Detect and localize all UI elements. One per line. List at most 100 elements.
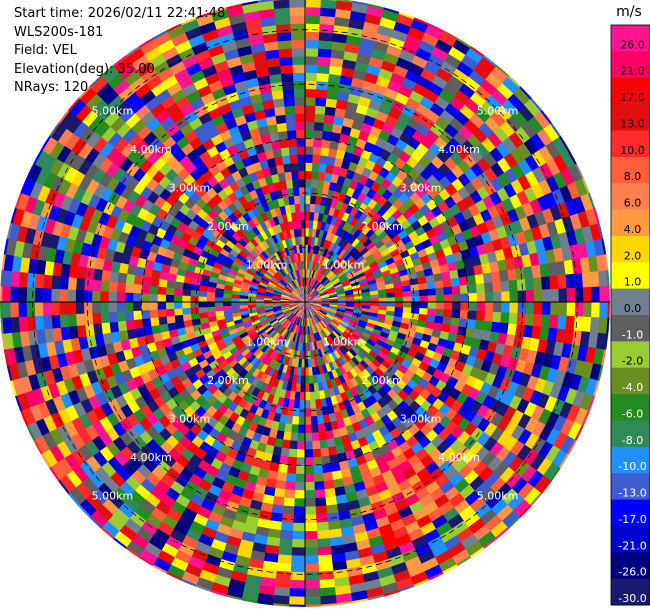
colorbar-tick-label: 1.0 [624, 276, 642, 289]
velocity-gate [355, 255, 366, 264]
velocity-gate [379, 16, 398, 30]
velocity-gate [579, 393, 594, 412]
velocity-gate [326, 512, 340, 523]
velocity-gate [517, 302, 527, 315]
velocity-gate [314, 489, 326, 499]
velocity-gate [359, 316, 369, 323]
velocity-gate [412, 82, 429, 97]
velocity-gate [451, 285, 461, 295]
velocity-gate [294, 96, 306, 106]
velocity-gate [370, 305, 380, 310]
velocity-gate [533, 377, 547, 395]
velocity-gate [276, 379, 284, 390]
velocity-gate [423, 60, 442, 76]
velocity-gate [355, 539, 371, 551]
velocity-gate [513, 87, 532, 106]
velocity-gate [496, 187, 511, 203]
velocity-gate [383, 52, 400, 66]
velocity-gate [523, 325, 534, 339]
velocity-gate [516, 313, 527, 326]
velocity-gate [291, 39, 306, 49]
velocity-gate [285, 472, 296, 483]
velocity-gate [514, 460, 531, 479]
velocity-gate [317, 348, 323, 358]
velocity-gate [417, 319, 427, 329]
velocity-gate [325, 283, 334, 290]
velocity-gate [348, 235, 358, 245]
velocity-gate [437, 256, 448, 267]
velocity-gate [256, 361, 265, 372]
velocity-gate [183, 480, 199, 494]
velocity-gate [316, 374, 323, 384]
velocity-gate [380, 531, 397, 545]
velocity-gate [335, 257, 344, 266]
velocity-gate [371, 346, 381, 356]
velocity-gate [406, 473, 422, 488]
velocity-gate [75, 301, 85, 314]
velocity-gate [480, 451, 497, 468]
velocity-gate [451, 520, 469, 537]
velocity-gate [188, 473, 203, 487]
velocity-gate [393, 472, 408, 486]
velocity-gate [189, 295, 199, 302]
velocity-gate [327, 446, 338, 457]
velocity-gate [542, 353, 554, 369]
velocity-gate [373, 324, 384, 332]
velocity-gate [444, 53, 463, 70]
velocity-gate [344, 361, 354, 372]
velocity-gate [426, 314, 436, 324]
velocity-gate [557, 274, 568, 290]
velocity-gate [435, 521, 453, 537]
velocity-gate [293, 506, 305, 516]
range-ring-label: 4.00km [438, 143, 480, 156]
velocity-gate [476, 243, 488, 257]
velocity-gate [311, 253, 316, 262]
velocity-gate [320, 455, 331, 466]
velocity-gate [305, 23, 321, 33]
velocity-gate [529, 252, 541, 267]
velocity-gate [305, 293, 309, 302]
velocity-gate [290, 315, 297, 323]
velocity-gate [355, 454, 367, 467]
velocity-gate [369, 286, 379, 292]
velocity-gate [300, 375, 305, 385]
velocity-gate [370, 298, 380, 303]
velocity-gate [91, 290, 101, 302]
velocity-gate [341, 279, 351, 286]
velocity-gate [343, 253, 352, 262]
velocity-gate [476, 404, 490, 419]
velocity-gate [320, 398, 328, 408]
velocity-gate [266, 327, 275, 336]
velocity-gate [344, 42, 361, 54]
velocity-gate [482, 195, 496, 210]
velocity-gate [322, 318, 330, 326]
range-ring-label: 3.00km [169, 413, 211, 426]
velocity-gate [468, 302, 478, 312]
velocity-gate [298, 302, 305, 308]
velocity-gate [524, 417, 539, 435]
velocity-gate [353, 531, 369, 543]
velocity-gate [418, 494, 435, 509]
velocity-gate [331, 319, 340, 327]
velocity-gate [443, 466, 459, 482]
velocity-gate [266, 393, 275, 404]
velocity-gate [483, 422, 498, 438]
velocity-gate [354, 269, 364, 277]
velocity-gate [518, 348, 530, 363]
velocity-gate [351, 356, 361, 367]
velocity-gate [354, 354, 364, 364]
velocity-gate [505, 115, 523, 133]
velocity-gate [325, 504, 339, 515]
velocity-gate [295, 121, 306, 131]
velocity-gate [320, 291, 329, 297]
velocity-gate [305, 295, 312, 302]
velocity-gate [339, 334, 348, 343]
velocity-gate [312, 154, 321, 164]
velocity-gate [388, 36, 406, 51]
velocity-gate [198, 569, 217, 583]
velocity-gate [315, 254, 321, 264]
velocity-gate [318, 163, 328, 173]
velocity-gate [287, 313, 294, 321]
velocity-gate [401, 234, 412, 246]
velocity-gate [314, 105, 327, 115]
